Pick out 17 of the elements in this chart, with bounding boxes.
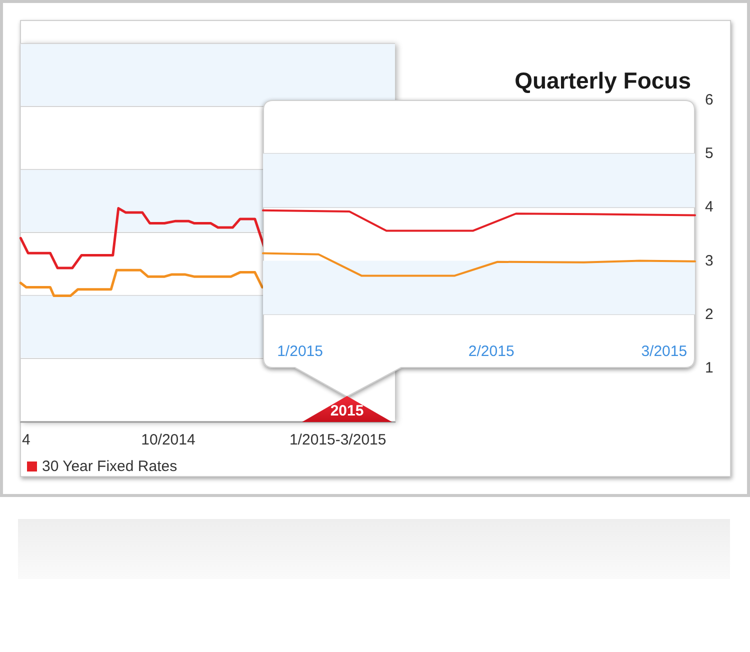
legend-label: 30 Year Fixed Rates	[42, 458, 178, 475]
line-series	[262, 252, 696, 277]
line-series	[262, 209, 696, 232]
chart-title: Quarterly Focus	[514, 68, 692, 94]
y-tick-label: 5	[705, 145, 714, 162]
x-tick-label: 4	[22, 432, 30, 449]
y-tick-label: 4	[705, 198, 714, 216]
x-tick-label: 2/2015	[468, 343, 514, 360]
x-tick-label: 1/2015	[277, 343, 323, 360]
x-tick-label: 3/2015	[641, 343, 688, 360]
x-tick-label: 10/2014	[141, 432, 196, 449]
annotation: 2015	[330, 402, 364, 420]
y-tick-label: 6	[705, 92, 714, 108]
x-tick-label: 1/2015-3/2015	[289, 432, 386, 449]
y-tick-label: 1	[705, 360, 714, 376]
y-tick-label: 2	[705, 306, 714, 323]
y-tick-label: 3	[705, 252, 714, 270]
